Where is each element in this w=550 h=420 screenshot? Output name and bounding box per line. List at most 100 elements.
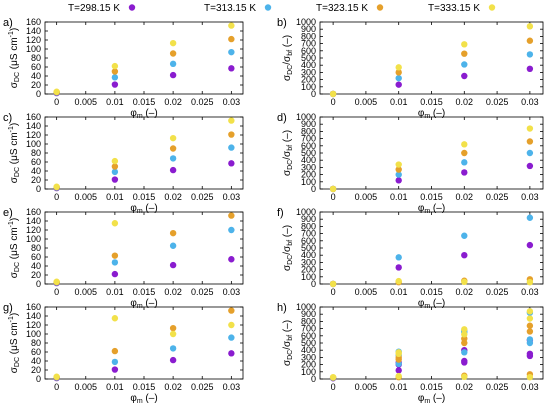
panel-label: g) <box>3 302 13 314</box>
data-point <box>526 241 534 249</box>
y-tick-label: 0 <box>36 89 41 99</box>
data-point <box>111 315 119 322</box>
data-point <box>169 39 177 47</box>
y-tick-label: 20 <box>31 270 41 280</box>
data-point <box>395 81 402 88</box>
legend-entry: T=323.15 K <box>316 3 384 14</box>
legend-marker <box>264 4 272 11</box>
x-tick-label: 0.005 <box>74 97 97 107</box>
legend-label: T=323.15 K <box>316 3 368 14</box>
y-tick-label: 700 <box>301 39 316 49</box>
data-point <box>461 373 468 381</box>
data-point <box>329 280 337 288</box>
x-tick-label: 0.02 <box>456 382 474 392</box>
y-tick-label: 500 <box>301 338 316 348</box>
data-point <box>526 322 534 329</box>
legend-marker <box>128 4 136 11</box>
y-tick-label: 120 <box>26 35 41 45</box>
x-tick-label: 0.01 <box>106 382 124 392</box>
data-point <box>228 65 235 72</box>
x-tick-label: 0.025 <box>486 97 509 107</box>
x-axis-label: φm (–) <box>130 393 157 405</box>
x-tick-label: 0.02 <box>456 97 474 107</box>
y-tick-label: 1000 <box>296 17 316 27</box>
data-point <box>169 134 177 142</box>
data-point <box>169 229 177 237</box>
x-tick-label: 0.03 <box>521 382 539 392</box>
panel-label: c) <box>3 112 12 124</box>
y-tick-label: 900 <box>301 214 316 224</box>
plot-frame <box>44 21 244 95</box>
data-point <box>228 117 235 124</box>
data-point <box>111 270 119 278</box>
data-point <box>228 144 235 151</box>
data-point <box>461 159 468 166</box>
plot-frame <box>319 306 544 380</box>
y-tick-label: 500 <box>301 53 316 63</box>
y-tick-label: 500 <box>301 148 316 158</box>
y-axis-label: σDC/σbf (–) <box>282 225 294 271</box>
x-tick-label: 0 <box>331 192 336 202</box>
data-point <box>111 62 119 70</box>
y-tick-label: 400 <box>301 155 316 165</box>
y-tick-label: 80 <box>31 148 41 158</box>
x-tick-label: 0.02 <box>164 382 182 392</box>
y-tick-label: 700 <box>301 324 316 334</box>
plot-frame <box>44 211 244 285</box>
data-point <box>111 366 119 373</box>
data-point <box>461 169 468 176</box>
y-tick-label: 400 <box>301 345 316 355</box>
y-tick-label: 1000 <box>296 302 316 312</box>
x-tick-label: 0 <box>331 287 336 297</box>
x-axis-label: φm (–) <box>418 108 445 120</box>
x-tick-label: 0.005 <box>355 287 378 297</box>
y-tick-label: 60 <box>31 62 41 72</box>
legend-marker <box>376 4 384 11</box>
y-tick-label: 0 <box>311 374 316 384</box>
data-point <box>526 279 534 286</box>
x-axis-label: φm (–) <box>418 393 445 405</box>
data-point <box>111 347 119 355</box>
x-tick-label: 0 <box>54 97 59 107</box>
y-axis-label: σDC/σbf (–) <box>282 130 294 176</box>
x-tick-label: 0.005 <box>355 192 378 202</box>
y-tick-label: 20 <box>31 175 41 185</box>
y-tick-label: 60 <box>31 157 41 167</box>
data-point <box>111 176 119 183</box>
data-point <box>53 278 60 285</box>
panel-label: b) <box>277 17 287 29</box>
data-point <box>526 37 534 44</box>
data-point <box>395 161 402 168</box>
data-point <box>228 160 235 167</box>
data-point <box>169 155 177 162</box>
y-tick-label: 600 <box>301 331 316 341</box>
data-point <box>228 350 235 357</box>
y-tick-label: 0 <box>36 184 41 194</box>
x-tick-label: 0.02 <box>164 192 182 202</box>
data-point <box>169 71 177 79</box>
y-tick-label: 800 <box>301 126 316 136</box>
legend-entry: T=333.15 K <box>428 3 496 14</box>
y-tick-label: 800 <box>301 221 316 231</box>
data-point <box>228 48 235 56</box>
data-point <box>526 51 534 58</box>
data-point <box>228 256 235 263</box>
data-point <box>526 138 534 145</box>
data-point <box>169 60 177 68</box>
data-point <box>111 220 119 227</box>
data-point <box>395 177 402 184</box>
x-tick-label: 0.015 <box>420 382 443 392</box>
data-point <box>169 356 177 364</box>
data-point <box>526 336 534 343</box>
data-point <box>111 74 119 81</box>
data-point <box>526 149 534 157</box>
data-point <box>169 166 177 174</box>
data-point <box>228 22 235 29</box>
